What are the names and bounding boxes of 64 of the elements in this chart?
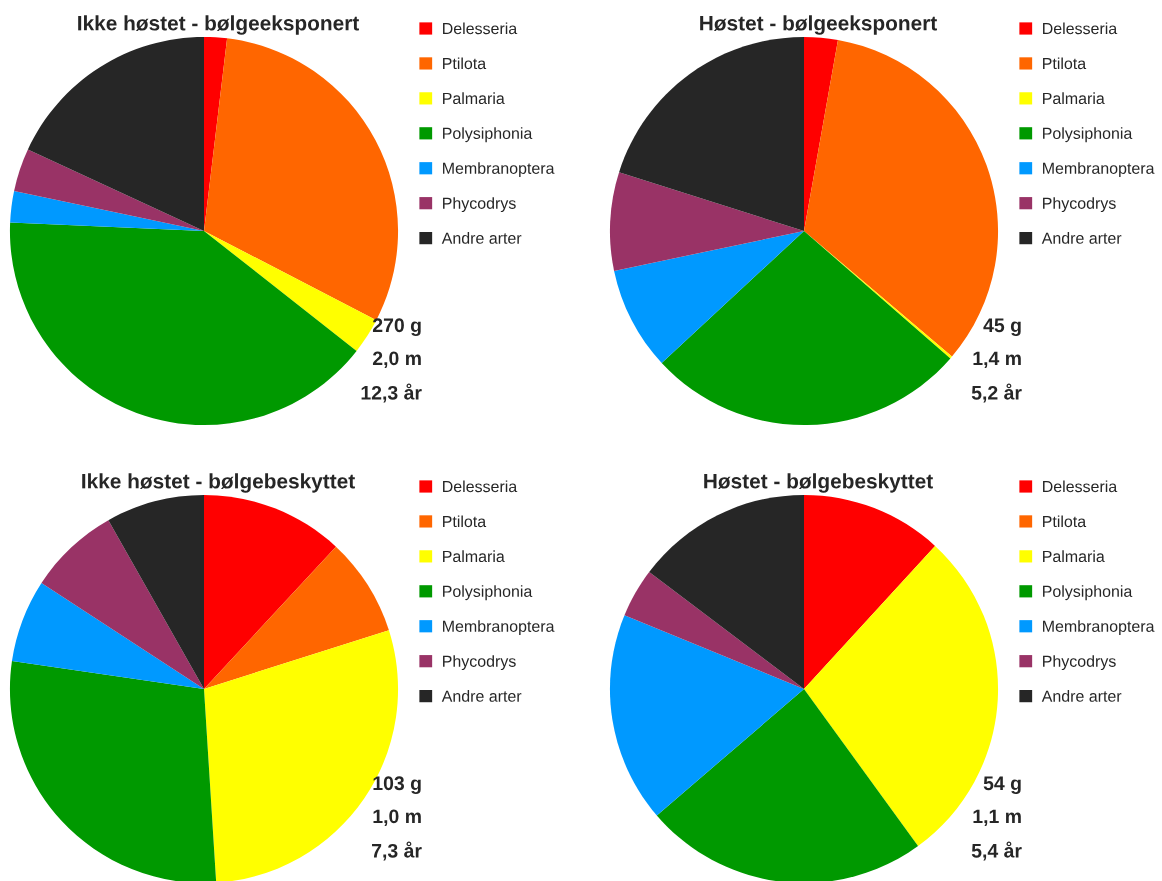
text: 5,4 år bbox=[971, 841, 1022, 861]
text: 45 g bbox=[983, 318, 1021, 337]
pie-slice bbox=[609, 615, 804, 816]
legend-label: Delesseria bbox=[1043, 22, 1118, 35]
legend-label: Polysiphonia bbox=[1043, 127, 1133, 143]
pie-slice bbox=[204, 546, 389, 689]
pie-slice bbox=[649, 494, 804, 689]
legend-label: Ptilota bbox=[1043, 515, 1087, 528]
legend-label: Palmaria bbox=[443, 92, 505, 105]
legend-label: Phycodrys bbox=[443, 197, 516, 213]
text: 103 g bbox=[373, 776, 421, 795]
legend-label: Polysiphonia bbox=[443, 127, 533, 143]
text: 54 g bbox=[983, 776, 1021, 795]
pie-slice bbox=[10, 191, 204, 231]
pie-slice bbox=[9, 222, 357, 426]
legend-label: Ptilota bbox=[1043, 57, 1087, 70]
chart-title: Ikke høstet - bølgeeksponert bbox=[78, 15, 359, 35]
legend-label: Palmaria bbox=[443, 550, 505, 563]
legend-label: Ptilota bbox=[443, 57, 487, 70]
chart-title: Høstet - bølgebeskyttet bbox=[704, 473, 933, 493]
legend-label: Delesseria bbox=[443, 22, 518, 35]
pie-slice bbox=[11, 582, 204, 689]
legend-label: Membranoptera bbox=[443, 162, 555, 178]
text: 1,1 m bbox=[973, 809, 1021, 827]
legend-label: Phycodrys bbox=[443, 655, 516, 671]
text: 270 g bbox=[372, 318, 421, 337]
legend-label: Phycodrys bbox=[1043, 197, 1116, 213]
legend-label: Palmaria bbox=[1043, 92, 1105, 105]
pie-slice bbox=[804, 494, 936, 689]
legend-label: Membranoptera bbox=[1043, 162, 1155, 178]
legend-label: Palmaria bbox=[1043, 550, 1105, 563]
pie-slice bbox=[656, 689, 919, 881]
legend-label: Delesseria bbox=[443, 480, 518, 493]
pie-slice bbox=[41, 520, 204, 689]
text: 12,3 år bbox=[361, 383, 422, 403]
pie-slice bbox=[804, 36, 838, 231]
legend-label: Phycodrys bbox=[1043, 655, 1116, 671]
text: 1,0 m bbox=[373, 809, 421, 827]
text: 2,0 m bbox=[372, 351, 421, 369]
legend-label: Andre arter bbox=[1041, 690, 1122, 702]
legend-label: Delesseria bbox=[1043, 480, 1118, 493]
pie-slice bbox=[614, 231, 804, 363]
pie-slice bbox=[108, 494, 204, 689]
pie-slice bbox=[661, 231, 951, 426]
legend-label: Polysiphonia bbox=[1043, 585, 1133, 601]
pie-slice bbox=[624, 572, 804, 689]
pie-slice bbox=[9, 661, 217, 881]
legend-label: Andre arter bbox=[1041, 232, 1122, 244]
text: 1,4 m bbox=[973, 351, 1021, 369]
legend-label: Polysiphonia bbox=[443, 585, 533, 601]
legend-label: Membranoptera bbox=[443, 620, 555, 636]
legend-label: Andre arter bbox=[441, 232, 522, 244]
chart-title: Høstet - bølgeeksponert bbox=[700, 15, 937, 35]
pie-slice bbox=[609, 172, 804, 271]
legend-label: Andre arter bbox=[441, 690, 522, 702]
text: 5,2 år bbox=[971, 383, 1022, 403]
chart-title: Ikke høstet - bølgebeskyttet bbox=[82, 473, 355, 493]
text: 7,3 år bbox=[372, 841, 422, 861]
pie-slice bbox=[27, 36, 204, 231]
pie-slice bbox=[619, 36, 804, 231]
legend-label: Membranoptera bbox=[1043, 620, 1155, 636]
pie-slice bbox=[14, 149, 204, 231]
pie-slice bbox=[204, 494, 336, 689]
legend-label: Ptilota bbox=[443, 515, 487, 528]
